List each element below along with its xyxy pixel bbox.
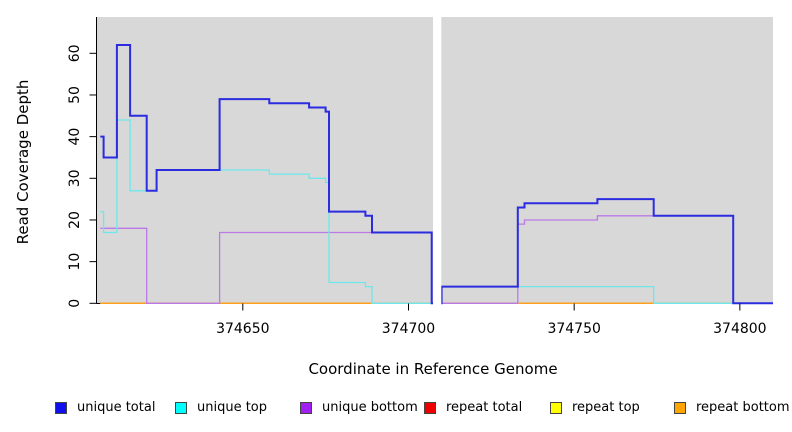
series-unique-top <box>100 119 773 304</box>
y-tick-label: 60 <box>67 44 83 62</box>
coverage-chart: 0 10 20 30 40 50 60 374650 374700 374750 374800 <box>67 16 773 337</box>
legend: unique total unique top unique bottom re… <box>0 399 792 421</box>
y-axis-title: Read Coverage Depth <box>14 79 32 245</box>
legend-item-repeat-top: repeat top <box>550 399 640 417</box>
legend-item-unique-total: unique total <box>55 399 155 417</box>
legend-swatch-repeat-bottom <box>674 402 686 414</box>
legend-label: repeat bottom <box>696 400 790 415</box>
legend-item-repeat-bottom: repeat bottom <box>674 399 790 417</box>
x-tick-label: 374800 <box>713 321 766 337</box>
y-tick-label: 0 <box>67 299 83 308</box>
y-tick-label: 20 <box>67 211 83 229</box>
legend-item-unique-top: unique top <box>175 399 267 417</box>
legend-label: unique total <box>77 400 156 415</box>
legend-swatch-unique-total <box>55 402 67 414</box>
legend-label: unique bottom <box>322 400 418 415</box>
legend-swatch-unique-top <box>175 402 187 414</box>
x-tick-label: 374650 <box>216 321 269 337</box>
x-axis-title: Coordinate in Reference Genome <box>308 360 558 378</box>
legend-swatch-repeat-total <box>424 402 436 414</box>
y-tick-label: 40 <box>67 128 83 146</box>
y-tick-label: 30 <box>67 169 83 187</box>
y-tick-label: 10 <box>67 253 83 271</box>
series-unique-total <box>100 44 773 305</box>
x-tick-label: 374750 <box>547 321 600 337</box>
x-tick-label: 374700 <box>382 321 435 337</box>
legend-item-unique-bottom: unique bottom <box>300 399 418 417</box>
legend-label: unique top <box>197 400 268 415</box>
coverage-gap <box>433 16 442 305</box>
legend-item-repeat-total: repeat total <box>424 399 522 417</box>
legend-swatch-unique-bottom <box>300 402 312 414</box>
y-tick-label: 50 <box>67 86 83 104</box>
legend-label: repeat top <box>572 400 640 415</box>
legend-label: repeat total <box>446 400 523 415</box>
legend-swatch-repeat-top <box>550 402 562 414</box>
